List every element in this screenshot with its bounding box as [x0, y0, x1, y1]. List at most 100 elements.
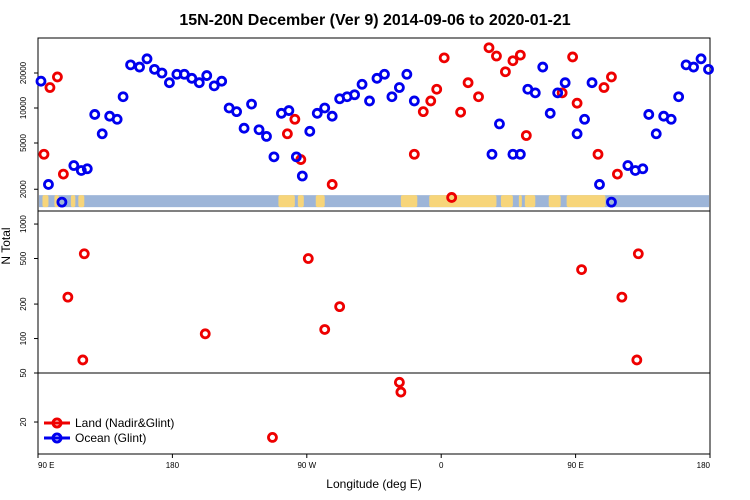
y-tick-label: 20	[19, 417, 28, 426]
land-point	[446, 192, 458, 203]
ocean-point	[594, 179, 605, 190]
legend: Land (Nadir&Glint) Ocean (Glint)	[44, 416, 174, 445]
ocean-point	[81, 163, 93, 175]
ocean-point	[56, 196, 68, 208]
ocean-point	[164, 77, 175, 89]
ocean-point	[579, 113, 590, 125]
y-tick-label: 1000	[19, 215, 28, 233]
map-land-segment	[524, 195, 536, 208]
ocean-point	[201, 70, 213, 81]
ocean-point	[486, 148, 498, 160]
land-point	[319, 324, 331, 335]
map-land-segment	[500, 195, 513, 208]
map-land-segment	[278, 195, 295, 208]
ocean-point	[290, 151, 302, 163]
land-point	[556, 87, 568, 99]
ocean-point	[529, 87, 541, 99]
land-point	[632, 248, 644, 260]
ocean-point	[35, 75, 47, 87]
land-point	[78, 248, 90, 260]
ocean-point	[401, 68, 413, 80]
ocean-point	[246, 98, 257, 110]
land-point	[520, 130, 532, 141]
land-point	[606, 71, 617, 83]
ocean-point	[319, 102, 331, 114]
land-point	[483, 42, 495, 54]
ocean-point	[544, 107, 556, 119]
ocean-point	[326, 110, 338, 122]
land-point	[592, 148, 604, 160]
ocean-point	[688, 61, 699, 73]
land-point	[326, 179, 338, 190]
ocean-point	[304, 125, 316, 137]
ocean-point	[386, 91, 398, 103]
legend-ocean-label: Ocean (Glint)	[75, 431, 146, 445]
land-point	[289, 113, 301, 125]
ocean-point	[134, 61, 145, 73]
y-tick-label: 500	[19, 251, 28, 265]
land-point	[514, 49, 526, 61]
map-land-segment	[70, 195, 76, 208]
land-point	[267, 432, 278, 443]
chart-title: 15N-20N December (Ver 9) 2014-09-06 to 2…	[179, 12, 570, 29]
land-point	[302, 253, 314, 264]
ocean-point	[408, 95, 420, 107]
land-point	[417, 106, 429, 118]
map-land-segment	[315, 195, 325, 208]
ocean-point	[537, 61, 549, 73]
ocean-point	[125, 59, 136, 71]
map-land-segment	[429, 195, 497, 208]
ocean-point	[96, 128, 108, 140]
map-land-segment	[548, 195, 561, 208]
y-tick-label: 2000	[19, 180, 28, 198]
ocean-point	[253, 124, 265, 136]
land-point	[393, 376, 405, 388]
land-point	[408, 148, 420, 160]
land-point	[77, 354, 89, 366]
map-land-segment	[400, 195, 418, 208]
y-tick-label: 10000	[19, 96, 28, 119]
land-point	[631, 354, 643, 366]
ocean-point	[622, 160, 634, 171]
land-point	[500, 66, 511, 78]
ocean-point	[695, 53, 707, 65]
land-ocean-map-band	[39, 195, 709, 208]
land-point	[199, 328, 211, 340]
ocean-point	[356, 78, 368, 90]
land-point	[425, 95, 437, 107]
ocean-series	[35, 53, 714, 208]
ocean-point	[186, 72, 198, 84]
land-series	[38, 42, 644, 443]
ocean-point	[43, 179, 54, 190]
y-axis: 20000 10000 5000 2000 1000 500 200 100 50 20	[19, 61, 38, 426]
ocean-point	[68, 160, 80, 171]
land-point	[567, 51, 579, 63]
ocean-point	[586, 77, 598, 89]
land-point	[38, 148, 50, 160]
y-tick-label: 100	[19, 331, 28, 345]
ocean-point	[208, 80, 220, 92]
legend-land-marker	[51, 417, 63, 429]
land-point	[281, 128, 293, 140]
ocean-point	[283, 105, 295, 116]
ocean-point	[393, 82, 405, 93]
land-point	[473, 91, 484, 103]
ocean-point	[643, 109, 655, 120]
ocean-point	[606, 196, 617, 208]
ocean-point	[75, 165, 87, 176]
ocean-point	[141, 53, 153, 65]
ocean-point	[364, 95, 375, 107]
land-point	[52, 71, 63, 83]
map-land-segment	[518, 195, 522, 208]
legend-land-label: Land (Nadir&Glint)	[75, 416, 174, 430]
ocean-point	[216, 75, 228, 87]
ocean-point	[703, 63, 714, 75]
land-point	[455, 106, 467, 118]
y-axis-label: N Total	[0, 227, 13, 264]
x-tick-label: 90 E	[567, 461, 583, 470]
ocean-point	[552, 87, 564, 99]
ocean-point	[665, 113, 677, 125]
land-point	[62, 291, 74, 303]
land-point	[438, 52, 450, 64]
